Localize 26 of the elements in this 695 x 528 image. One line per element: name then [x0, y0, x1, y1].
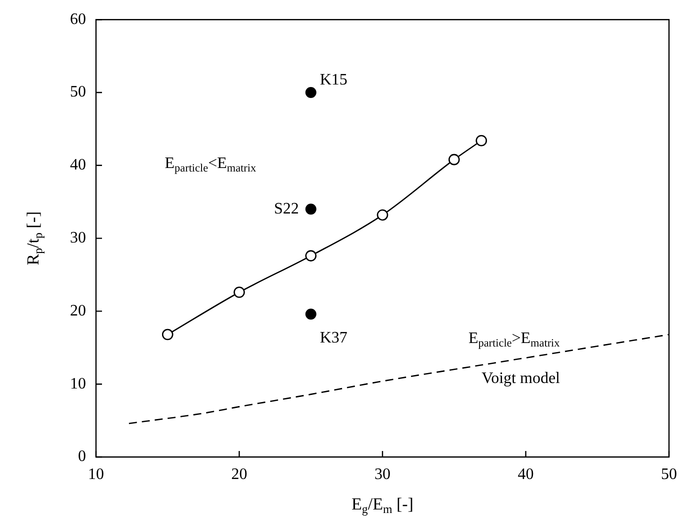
- point: [376, 209, 388, 221]
- annotation: K37: [320, 329, 348, 346]
- point: [305, 308, 316, 320]
- point: [162, 328, 174, 340]
- x-tick-label: 40: [518, 466, 534, 483]
- point: [305, 87, 316, 98]
- point: [476, 134, 487, 146]
- y-tick-label: 20: [70, 302, 86, 320]
- y-tick-label: 50: [70, 84, 86, 101]
- x-tick-label: 10: [88, 466, 104, 483]
- y-tick-label: 0: [78, 448, 86, 466]
- y-tick-label: 30: [70, 230, 86, 247]
- annotation: S22: [274, 200, 299, 218]
- point: [448, 154, 460, 166]
- y-tick-label: 40: [70, 156, 86, 174]
- x-tick-label: 50: [661, 466, 677, 483]
- y-tick-label: 60: [70, 10, 86, 28]
- point: [305, 204, 316, 215]
- y-axis-title: Rp/tp [-]: [23, 211, 46, 266]
- x-tick-label: 20: [231, 466, 248, 483]
- point: [234, 286, 245, 298]
- annotation: K15: [320, 72, 348, 89]
- x-tick-label: 30: [374, 466, 390, 483]
- y-tick-label: 10: [70, 375, 86, 392]
- point: [305, 250, 317, 262]
- series-label: Voigt model: [482, 370, 561, 387]
